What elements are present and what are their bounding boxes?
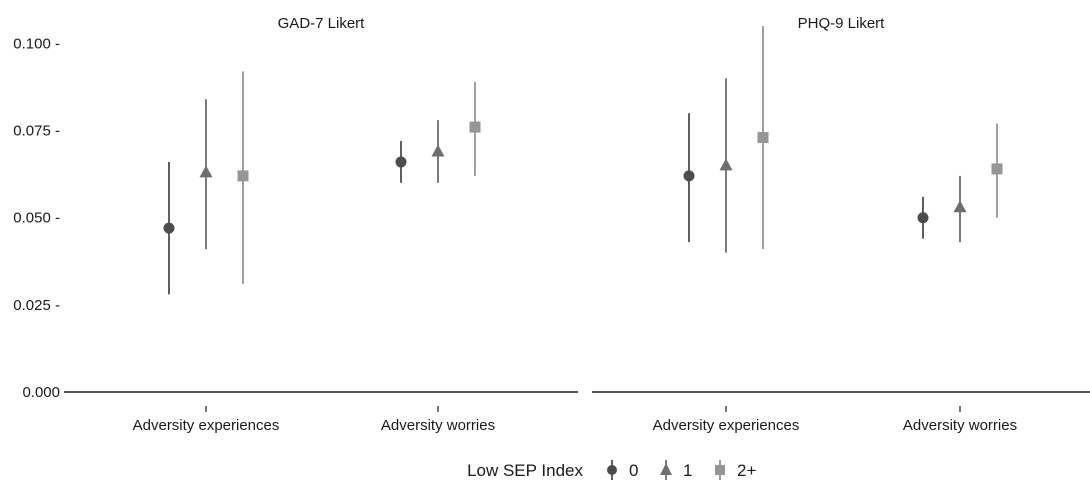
point-marker — [953, 200, 967, 213]
x-category-label: Adversity worries — [903, 417, 1017, 434]
point-marker — [237, 170, 249, 182]
y-tick-label: 0.100 - — [13, 35, 60, 52]
y-tick-label: 0.050 - — [13, 210, 60, 227]
legend-key-circle — [607, 465, 617, 475]
point-marker — [757, 132, 769, 144]
x-category-label: Adversity experiences — [133, 417, 280, 434]
x-category-label: Adversity experiences — [653, 417, 800, 434]
point-marker — [395, 156, 407, 168]
x-category-label: Adversity worries — [381, 417, 495, 434]
y-tick-label: 0.075 - — [13, 123, 60, 140]
legend-key-square — [715, 465, 725, 475]
point-marker — [991, 163, 1003, 175]
point-marker — [199, 165, 213, 178]
legend-title: Low SEP Index — [467, 461, 583, 480]
legend-entry-label: 2+ — [737, 461, 756, 480]
legend-entry-label: 0 — [629, 461, 638, 480]
point-marker — [683, 170, 695, 182]
point-marker — [163, 222, 175, 234]
legend-entry-label: 1 — [683, 461, 692, 480]
y-tick-label: 0.000 — [22, 384, 60, 401]
point-marker — [469, 121, 481, 133]
point-marker — [917, 212, 929, 224]
panel-title: PHQ-9 Likert — [798, 15, 886, 32]
panel-title: GAD-7 Likert — [278, 15, 366, 32]
point-marker — [431, 144, 445, 157]
legend-key-triangle — [660, 463, 672, 475]
point-marker — [719, 158, 733, 171]
y-tick-label: 0.025 - — [13, 297, 60, 314]
